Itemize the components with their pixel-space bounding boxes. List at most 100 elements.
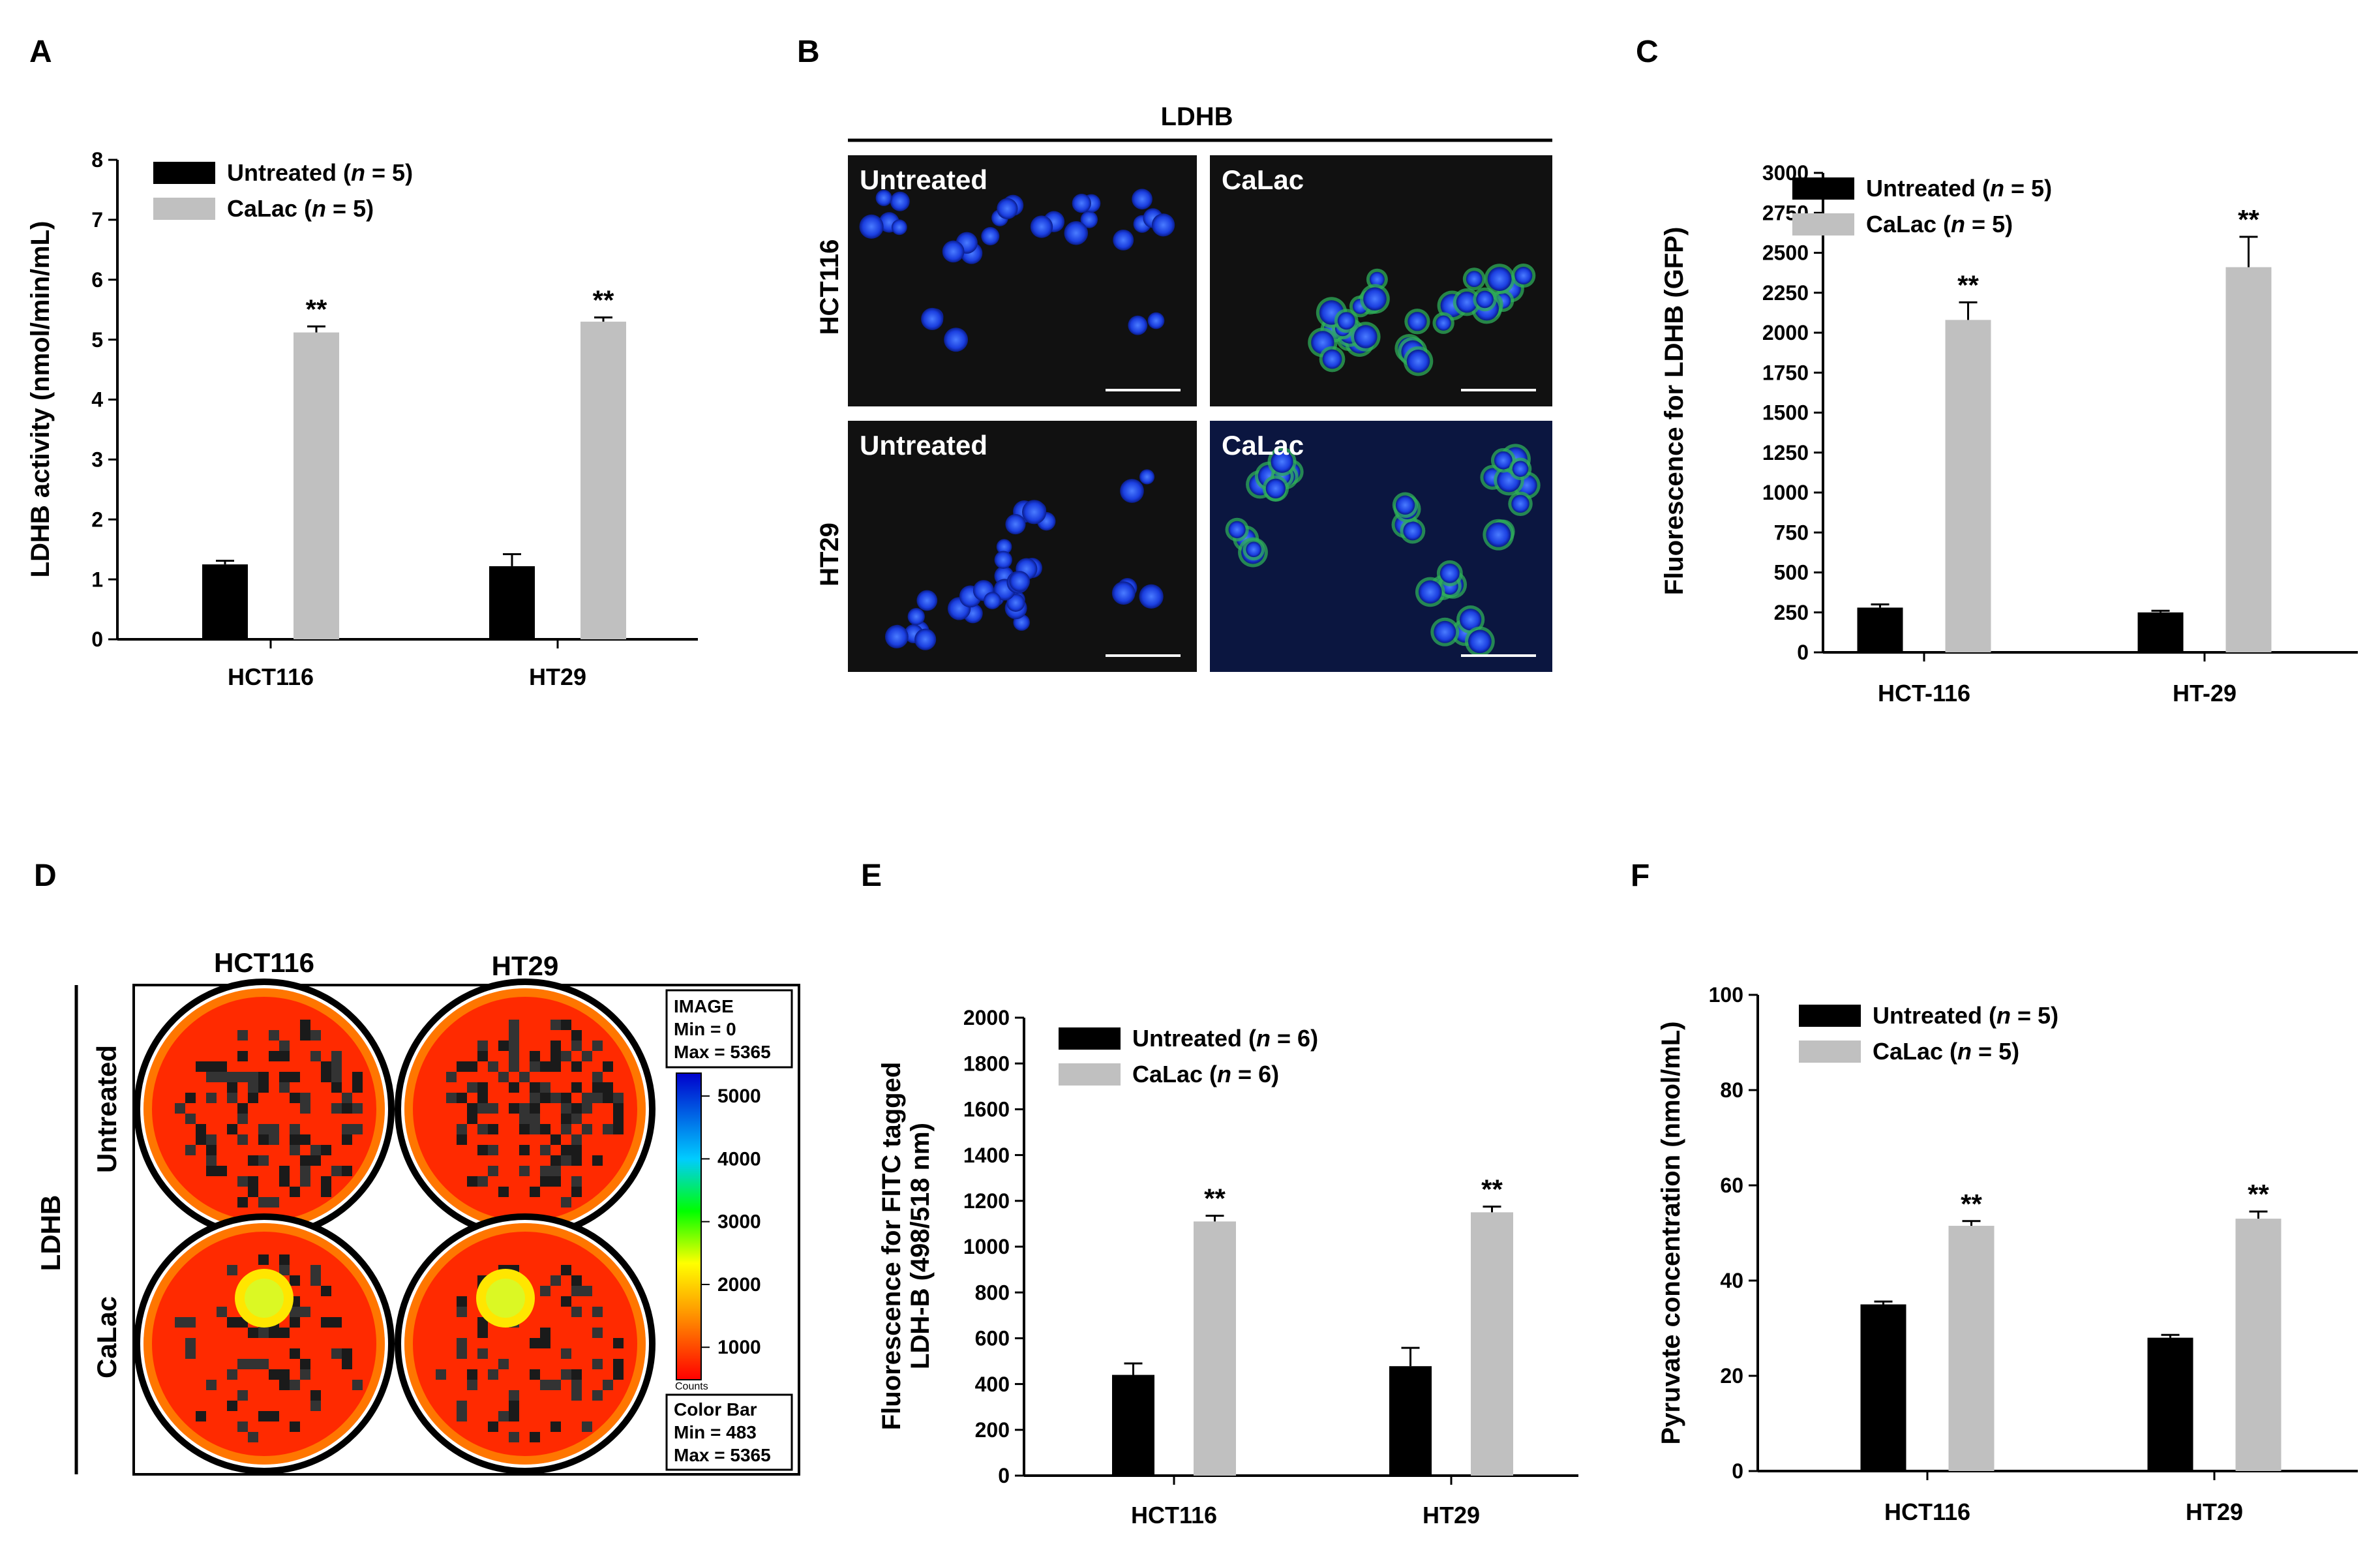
- dark-pixel: [582, 1124, 592, 1134]
- bar: [1112, 1375, 1154, 1476]
- dark-pixel: [561, 1103, 571, 1114]
- cell-nucleus: [1080, 211, 1098, 228]
- dark-pixel: [498, 1187, 509, 1197]
- dark-pixel: [488, 1103, 498, 1114]
- legend-label: CaLac (n = 5): [227, 195, 374, 222]
- dark-pixel: [467, 1082, 477, 1093]
- panel-letter-c: C: [1636, 35, 1659, 69]
- dark-pixel: [290, 1380, 300, 1390]
- dark-pixel: [488, 1421, 498, 1432]
- well-base: [143, 1223, 385, 1465]
- dark-pixel: [530, 1082, 540, 1093]
- dark-pixel: [310, 1051, 321, 1061]
- x-tick-label: HCT116: [1131, 1502, 1217, 1528]
- dark-pixel: [342, 1359, 352, 1369]
- y-tick-label: 2250: [1762, 281, 1809, 305]
- dark-pixel: [227, 1401, 237, 1411]
- legend-swatch: [153, 198, 215, 220]
- dark-pixel: [477, 1317, 488, 1328]
- cell-nucleus: [1487, 267, 1512, 292]
- dark-pixel: [561, 1020, 571, 1030]
- dark-pixel: [237, 1114, 248, 1124]
- y-tick-label: 0: [1797, 641, 1809, 664]
- well-signal: [404, 988, 646, 1230]
- y-tick-label: 2500: [1762, 241, 1809, 265]
- cell-nucleus: [1436, 315, 1451, 331]
- dark-pixel: [300, 1176, 310, 1187]
- cell-nucleus: [1120, 479, 1144, 503]
- micrograph-tile: CaLac: [1210, 421, 1552, 672]
- dark-pixel: [540, 1176, 550, 1187]
- dark-pixel: [279, 1176, 290, 1187]
- dark-pixel: [613, 1338, 624, 1348]
- bar: [1945, 320, 1991, 652]
- dark-pixel: [248, 1187, 258, 1197]
- cell-nucleus: [1468, 630, 1492, 654]
- dark-pixel: [310, 1401, 321, 1411]
- dark-pixel: [206, 1134, 217, 1145]
- dark-pixel: [550, 1093, 561, 1103]
- significance-marker: **: [2248, 1179, 2269, 1209]
- y-tick-label: 0: [998, 1464, 1010, 1487]
- image-info-min: Min = 0: [674, 1019, 736, 1039]
- dark-pixel: [530, 1187, 540, 1197]
- panel-b-row-hct116: HCT116: [815, 239, 844, 335]
- dark-pixel: [258, 1082, 269, 1093]
- dark-pixel: [613, 1359, 624, 1369]
- dark-pixel: [300, 1369, 310, 1380]
- x-tick-label: HT29: [1423, 1502, 1480, 1528]
- dark-pixel: [279, 1265, 290, 1275]
- dark-pixel: [530, 1432, 540, 1442]
- y-tick-label: 7: [91, 208, 103, 232]
- dark-pixel: [457, 1307, 467, 1317]
- y-tick-label: 6: [91, 268, 103, 292]
- legend-label: Untreated (n = 5): [1866, 175, 2052, 202]
- bar: [1194, 1221, 1236, 1476]
- dark-pixel: [206, 1155, 217, 1166]
- dark-pixel: [550, 1061, 561, 1072]
- bar: [580, 322, 626, 639]
- bar: [202, 564, 248, 639]
- dark-pixel: [185, 1093, 196, 1103]
- dark-pixel: [331, 1103, 342, 1114]
- dark-pixel: [248, 1359, 258, 1369]
- dark-pixel: [279, 1380, 290, 1390]
- dark-pixel: [269, 1197, 279, 1208]
- dark-pixel: [477, 1348, 488, 1359]
- cell-nucleus: [891, 219, 907, 236]
- dark-pixel: [571, 1155, 582, 1166]
- dark-pixel: [571, 1176, 582, 1187]
- dark-pixel: [571, 1145, 582, 1155]
- color-bar: [676, 1072, 702, 1380]
- dark-pixel: [175, 1103, 185, 1114]
- dark-pixel: [571, 1103, 582, 1114]
- dark-pixel: [290, 1421, 300, 1432]
- cell-nucleus: [1111, 581, 1136, 605]
- dark-pixel: [498, 1411, 509, 1421]
- hotspot-core: [486, 1279, 525, 1318]
- dark-pixel: [342, 1134, 352, 1145]
- dark-pixel: [258, 1254, 269, 1265]
- dark-pixel: [310, 1275, 321, 1286]
- legend-swatch: [1792, 177, 1854, 200]
- y-tick-label: 0: [1732, 1459, 1743, 1483]
- cell-nucleus: [1369, 271, 1385, 287]
- dark-pixel: [206, 1072, 217, 1082]
- y-tick-label: 20: [1720, 1364, 1743, 1388]
- significance-marker: **: [306, 294, 327, 324]
- y-axis-label: Pyruvate concentration (nmol/mL): [1657, 1022, 1685, 1445]
- dark-pixel: [467, 1114, 477, 1124]
- cell-nucleus: [859, 214, 884, 239]
- dark-pixel: [457, 1093, 467, 1103]
- legend-swatch: [1792, 213, 1854, 236]
- micrograph-label: Untreated: [860, 164, 987, 195]
- dark-pixel: [321, 1072, 331, 1082]
- well: [395, 979, 655, 1239]
- dark-pixel: [258, 1134, 269, 1145]
- y-tick-label: 200: [975, 1418, 1010, 1442]
- y-tick-label: 60: [1720, 1174, 1743, 1197]
- dark-pixel: [571, 1307, 582, 1317]
- well-signal: [143, 988, 385, 1230]
- dark-pixel: [467, 1380, 477, 1390]
- image-info-title: IMAGE: [674, 996, 734, 1016]
